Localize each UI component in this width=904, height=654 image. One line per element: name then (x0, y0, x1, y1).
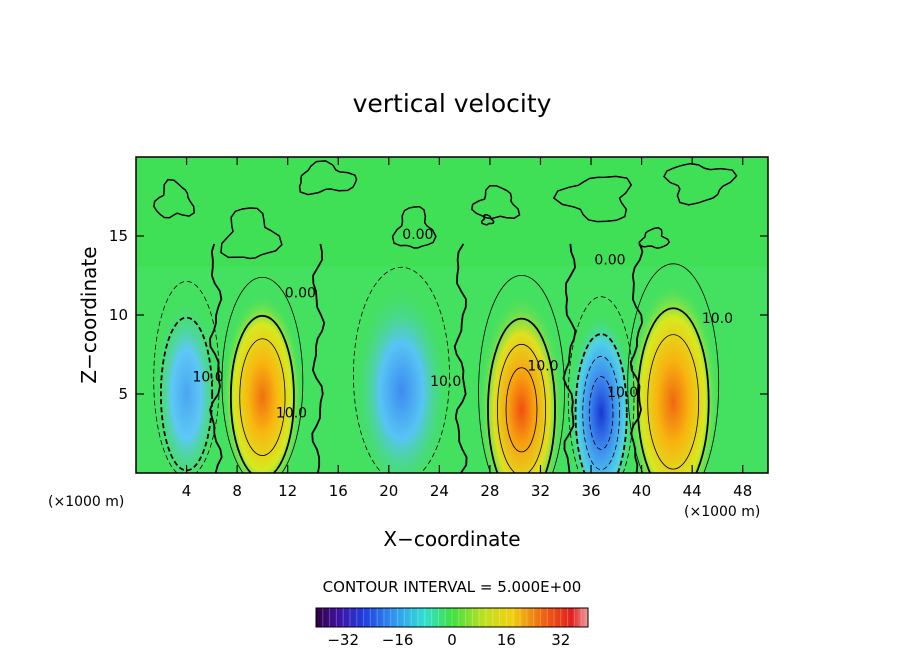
contour-label: 10.0 (527, 358, 558, 374)
x-tick-label: 32 (531, 482, 550, 500)
zero-contour (629, 243, 644, 473)
x-tick-label: 24 (430, 482, 449, 500)
colorbar-fill (316, 608, 588, 627)
zero-contour (480, 213, 495, 226)
zero-contour (638, 226, 671, 249)
contour-line (160, 316, 214, 472)
plot-area: 0.00 0.00 0.00 10.0 10.0 10.0 10.0 10.0 10.0 (136, 157, 768, 473)
zero-contour (153, 178, 196, 219)
zero-contour (311, 243, 326, 473)
zero-contour (562, 243, 577, 473)
contour-interval: CONTOUR INTERVAL = 5.000E+00 (323, 578, 582, 596)
x-unit-left: (×1000 m) (48, 494, 124, 510)
zero-contour (220, 207, 283, 260)
y-tick-label: 5 (118, 385, 128, 403)
colorbar-tick-label: 32 (551, 631, 570, 649)
contour-label: 10.0 (430, 374, 461, 390)
contour-line (582, 355, 620, 470)
x-tick-label: 8 (232, 482, 242, 500)
contour-line (574, 333, 628, 473)
contour-label: 10.0 (607, 385, 638, 401)
x-tick-label: 48 (733, 482, 752, 500)
zero-contour (391, 205, 437, 249)
upper-field (136, 157, 768, 267)
x-tick-label: 28 (480, 482, 499, 500)
contour-line (487, 317, 556, 473)
zero-contour (663, 162, 738, 206)
colorbar: −32 −16 0 16 32 (315, 607, 589, 649)
contour-line (627, 263, 720, 473)
velocity-cell (353, 283, 450, 473)
x-tick-label: 40 (632, 482, 651, 500)
contour-label: 10.0 (192, 369, 223, 385)
zero-contour (552, 175, 633, 223)
zero-contour (298, 160, 358, 196)
contour-line (636, 307, 710, 473)
contour-label: 0.00 (285, 286, 316, 302)
x-axis-label: X−coordinate (383, 527, 520, 551)
x-tick-label: 44 (683, 482, 702, 500)
y-axis-ticks: 5 10 15 (109, 227, 768, 403)
x-tick-label: 12 (278, 482, 297, 500)
y-tick-label: 15 (109, 227, 128, 245)
zero-contour (471, 184, 521, 220)
contour-line (478, 274, 565, 473)
contour-label: 10.0 (702, 311, 733, 327)
contour-line (221, 276, 304, 473)
x-axis-ticks: 4 8 12 16 20 24 28 32 36 40 44 48 (182, 157, 752, 500)
x-unit-right: (×1000 m) (684, 504, 760, 520)
x-tick-label: 16 (329, 482, 348, 500)
colorbar-tick-label: −32 (327, 631, 359, 649)
x-tick-label: 4 (182, 482, 192, 500)
zero-contour (209, 243, 223, 473)
colorbar-tick-label: 16 (497, 631, 516, 649)
velocity-cell (221, 292, 303, 473)
contour-line (353, 266, 450, 473)
contour-lines (153, 160, 738, 473)
contour-label: 0.00 (594, 252, 625, 268)
contour-line (229, 314, 295, 473)
colorbar-tick-label: 0 (447, 631, 457, 649)
colorbar-frame (315, 607, 589, 628)
colorbar-ticks: −32 −16 0 16 32 (327, 631, 570, 649)
y-axis-label: Z−coordinate (77, 246, 101, 383)
x-tick-label: 20 (379, 482, 398, 500)
velocity-cell (153, 296, 220, 473)
y-tick-label: 10 (109, 306, 128, 324)
x-tick-label: 36 (581, 482, 600, 500)
contour-line (505, 367, 538, 453)
contour-line (239, 338, 286, 456)
contour-label: 0.00 (402, 227, 433, 243)
contour-label: 10.0 (276, 406, 307, 422)
colorbar-segments (322, 608, 582, 627)
contour-line (567, 296, 635, 473)
chart-title: vertical velocity (353, 89, 552, 118)
contour-line (497, 343, 546, 473)
colorbar-tick-label: −16 (382, 631, 414, 649)
contour-labels: 0.00 0.00 0.00 10.0 10.0 10.0 10.0 10.0 10.0 (192, 227, 733, 422)
contour-line (588, 376, 614, 450)
contour-line (647, 334, 700, 470)
velocity-cell (568, 311, 635, 473)
zero-contour (453, 243, 468, 473)
